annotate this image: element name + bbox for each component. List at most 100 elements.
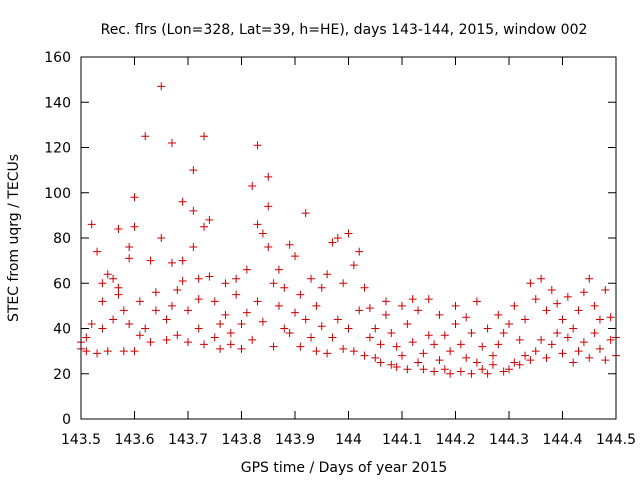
y-tick-label: 60: [53, 276, 71, 292]
data-point-marker: [526, 356, 535, 365]
data-point-marker: [264, 243, 273, 252]
data-point-marker: [141, 132, 150, 141]
data-point-marker: [446, 347, 455, 356]
data-point-marker: [371, 324, 380, 333]
data-point-marker: [200, 222, 209, 231]
data-point-marker: [360, 283, 369, 292]
data-point-marker: [248, 181, 257, 190]
data-point-marker: [194, 295, 203, 304]
data-point-marker: [312, 301, 321, 310]
data-point-marker: [553, 329, 562, 338]
data-point-marker: [595, 344, 604, 353]
data-point-marker: [119, 347, 128, 356]
y-tick-label: 80: [53, 231, 71, 247]
data-point-marker: [157, 82, 166, 91]
data-point-marker: [531, 295, 540, 304]
data-point-marker: [419, 365, 428, 374]
data-point-marker: [585, 274, 594, 283]
data-point-marker: [376, 358, 385, 367]
data-point-marker: [515, 360, 524, 369]
data-point-marker: [483, 369, 492, 378]
data-point-marker: [547, 286, 556, 295]
data-point-marker: [579, 288, 588, 297]
data-point-marker: [296, 342, 305, 351]
y-tick-label: 0: [62, 412, 71, 428]
data-point-marker: [98, 297, 107, 306]
data-point-marker: [221, 310, 230, 319]
data-point-marker: [398, 351, 406, 360]
y-tick-label: 100: [44, 186, 71, 202]
data-point-marker: [173, 286, 182, 295]
data-point-marker: [349, 261, 358, 270]
data-point-marker: [435, 356, 444, 365]
data-point-marker: [510, 358, 519, 367]
data-point-marker: [569, 358, 578, 367]
data-point-marker: [296, 290, 305, 299]
data-points: [77, 82, 620, 378]
data-point-marker: [291, 252, 299, 261]
data-point-marker: [419, 349, 428, 358]
data-point-marker: [151, 306, 160, 315]
data-point-marker: [301, 209, 310, 218]
data-point-marker: [563, 333, 572, 342]
data-point-marker: [537, 335, 546, 344]
data-point-marker: [109, 315, 118, 324]
data-point-marker: [205, 272, 214, 281]
data-point-marker: [339, 344, 348, 353]
data-point-marker: [301, 315, 310, 324]
y-tick-label: 40: [53, 322, 71, 338]
data-point-marker: [210, 297, 219, 306]
data-point-marker: [189, 206, 198, 215]
data-point-marker: [574, 347, 583, 356]
data-point-marker: [414, 306, 423, 315]
data-point-marker: [365, 333, 374, 342]
data-point-marker: [381, 297, 390, 306]
data-point-marker: [109, 274, 118, 283]
data-point-marker: [542, 306, 551, 315]
data-point-marker: [563, 292, 572, 301]
data-point-marker: [114, 290, 123, 299]
data-point-marker: [408, 295, 417, 304]
data-point-marker: [333, 234, 342, 242]
x-tick-label: 144.2: [435, 432, 475, 448]
data-point-marker: [537, 274, 546, 283]
data-point-marker: [333, 315, 342, 324]
data-point-marker: [606, 313, 615, 322]
data-point-marker: [472, 297, 481, 306]
data-point-marker: [451, 301, 460, 310]
data-point-marker: [349, 347, 358, 356]
data-point-marker: [162, 335, 171, 344]
data-point-marker: [323, 349, 332, 358]
data-point-marker: [178, 197, 187, 206]
data-point-marker: [387, 329, 396, 338]
data-point-marker: [264, 172, 273, 181]
data-point-marker: [130, 193, 139, 202]
y-axis-label: STEC from uqrg / TECUs: [6, 154, 22, 322]
data-point-marker: [462, 353, 471, 362]
data-point-marker: [264, 202, 273, 211]
data-point-marker: [130, 347, 139, 356]
data-point-marker: [558, 349, 567, 358]
data-point-marker: [269, 279, 278, 288]
data-point-marker: [178, 256, 187, 265]
data-point-marker: [178, 276, 187, 285]
data-point-marker: [146, 338, 155, 347]
data-point-marker: [93, 247, 102, 256]
data-point-marker: [189, 243, 198, 252]
data-point-marker: [585, 353, 594, 362]
data-point-marker: [542, 353, 551, 362]
data-point-marker: [189, 166, 198, 175]
data-point-marker: [392, 362, 401, 371]
data-point-marker: [595, 315, 604, 324]
data-point-marker: [210, 333, 219, 342]
data-point-marker: [291, 308, 299, 317]
data-point-marker: [274, 265, 283, 274]
x-tick-label: 143.5: [61, 432, 101, 448]
data-point-marker: [467, 329, 476, 338]
data-point-marker: [365, 304, 374, 313]
data-point-marker: [505, 319, 513, 328]
data-point-marker: [488, 351, 497, 360]
data-point-marker: [151, 288, 160, 297]
data-point-marker: [387, 360, 396, 369]
data-point-marker: [472, 358, 481, 367]
